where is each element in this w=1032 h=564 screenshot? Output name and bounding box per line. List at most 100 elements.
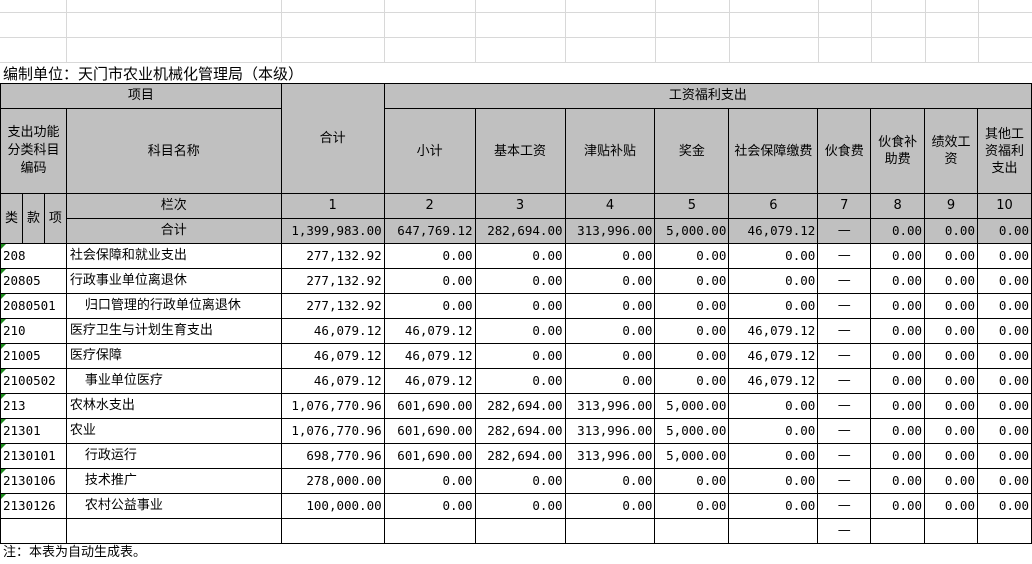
row-value[interactable]: 601,690.00 bbox=[383, 418, 476, 444]
row-value[interactable]: 0.00 bbox=[976, 268, 1032, 294]
row-code[interactable]: 210 bbox=[0, 318, 67, 344]
row-value[interactable]: 0.00 bbox=[976, 293, 1032, 319]
row-value[interactable]: 0.00 bbox=[870, 493, 926, 519]
row-value[interactable]: 0.00 bbox=[924, 393, 978, 419]
row-value[interactable]: 0.00 bbox=[924, 268, 978, 294]
row-value[interactable]: — bbox=[817, 393, 872, 419]
row-code[interactable]: 2130106 bbox=[0, 468, 67, 494]
row-value[interactable]: 0.00 bbox=[870, 243, 926, 269]
row-value[interactable]: — bbox=[817, 268, 872, 294]
row-subject-name[interactable]: 社会保障和就业支出 bbox=[65, 243, 282, 269]
row-value[interactable]: 0.00 bbox=[870, 393, 926, 419]
row-value[interactable]: 1,076,770.96 bbox=[280, 418, 385, 444]
row-value[interactable]: 601,690.00 bbox=[383, 393, 476, 419]
row-value[interactable] bbox=[564, 518, 656, 544]
row-value[interactable]: 5,000.00 bbox=[654, 418, 730, 444]
row-value[interactable]: 0.00 bbox=[870, 468, 926, 494]
row-code[interactable]: 213 bbox=[0, 393, 67, 419]
row-value[interactable]: 0.00 bbox=[564, 243, 656, 269]
row-value[interactable]: 0.00 bbox=[474, 268, 566, 294]
row-value[interactable]: 0.00 bbox=[870, 293, 926, 319]
row-value[interactable]: 0.00 bbox=[870, 343, 926, 369]
row-value[interactable]: — bbox=[817, 418, 872, 444]
row-value[interactable]: 0.00 bbox=[474, 368, 566, 394]
row-value[interactable]: 0.00 bbox=[870, 268, 926, 294]
row-value[interactable]: 0.00 bbox=[474, 493, 566, 519]
row-value[interactable]: 277,132.92 bbox=[280, 293, 385, 319]
row-code[interactable]: 20805 bbox=[0, 268, 67, 294]
row-value[interactable] bbox=[976, 518, 1032, 544]
row-value[interactable]: 0.00 bbox=[924, 318, 978, 344]
row-value[interactable]: 313,996.00 bbox=[564, 393, 656, 419]
row-value[interactable]: 46,079.12 bbox=[383, 368, 476, 394]
row-value[interactable]: 0.00 bbox=[728, 443, 819, 469]
row-value[interactable]: 0.00 bbox=[564, 368, 656, 394]
row-value[interactable]: — bbox=[817, 493, 872, 519]
row-value[interactable]: 0.00 bbox=[564, 293, 656, 319]
row-value[interactable]: — bbox=[817, 518, 872, 544]
row-value[interactable]: 0.00 bbox=[654, 343, 730, 369]
row-code[interactable]: 2100502 bbox=[0, 368, 67, 394]
row-subject-name[interactable]: 农林水支出 bbox=[65, 393, 282, 419]
row-value[interactable]: 46,079.12 bbox=[728, 318, 819, 344]
row-value[interactable]: 0.00 bbox=[383, 243, 476, 269]
row-code[interactable] bbox=[0, 518, 67, 544]
row-value[interactable] bbox=[870, 518, 926, 544]
row-value[interactable]: — bbox=[817, 318, 872, 344]
row-value[interactable]: 0.00 bbox=[924, 343, 978, 369]
row-value[interactable]: 46,079.12 bbox=[728, 368, 819, 394]
row-value[interactable]: 0.00 bbox=[654, 318, 730, 344]
row-value[interactable]: 0.00 bbox=[728, 293, 819, 319]
row-value[interactable]: 0.00 bbox=[654, 368, 730, 394]
row-value[interactable]: 0.00 bbox=[976, 318, 1032, 344]
row-code[interactable]: 208 bbox=[0, 243, 67, 269]
row-subject-name[interactable] bbox=[65, 518, 282, 544]
row-subject-name[interactable]: 事业单位医疗 bbox=[65, 368, 282, 394]
row-value[interactable]: 0.00 bbox=[870, 443, 926, 469]
row-value[interactable]: 0.00 bbox=[383, 268, 476, 294]
row-value[interactable]: 0.00 bbox=[976, 343, 1032, 369]
row-subject-name[interactable]: 农业 bbox=[65, 418, 282, 444]
row-value[interactable]: 282,694.00 bbox=[474, 418, 566, 444]
row-value[interactable]: 0.00 bbox=[728, 493, 819, 519]
row-value[interactable]: 46,079.12 bbox=[383, 343, 476, 369]
row-value[interactable]: 0.00 bbox=[728, 243, 819, 269]
row-value[interactable]: 0.00 bbox=[474, 318, 566, 344]
row-value[interactable]: 313,996.00 bbox=[564, 443, 656, 469]
row-value[interactable]: 0.00 bbox=[564, 343, 656, 369]
row-value[interactable]: 0.00 bbox=[924, 418, 978, 444]
row-value[interactable]: 46,079.12 bbox=[280, 368, 385, 394]
row-value[interactable]: 0.00 bbox=[976, 418, 1032, 444]
row-value[interactable]: 277,132.92 bbox=[280, 268, 385, 294]
row-value[interactable] bbox=[280, 518, 385, 544]
row-value[interactable]: 0.00 bbox=[976, 493, 1032, 519]
row-value[interactable]: 0.00 bbox=[976, 468, 1032, 494]
row-value[interactable]: 0.00 bbox=[474, 293, 566, 319]
row-value[interactable]: 46,079.12 bbox=[280, 318, 385, 344]
row-code[interactable]: 2130126 bbox=[0, 493, 67, 519]
row-value[interactable]: — bbox=[817, 293, 872, 319]
row-value[interactable]: 0.00 bbox=[564, 493, 656, 519]
row-value[interactable]: 0.00 bbox=[976, 443, 1032, 469]
row-value[interactable]: 313,996.00 bbox=[564, 418, 656, 444]
row-value[interactable]: 0.00 bbox=[564, 318, 656, 344]
row-value[interactable]: 46,079.12 bbox=[383, 318, 476, 344]
row-value[interactable]: 0.00 bbox=[654, 293, 730, 319]
row-value[interactable]: 0.00 bbox=[564, 268, 656, 294]
row-value[interactable]: 698,770.96 bbox=[280, 443, 385, 469]
row-value[interactable]: 0.00 bbox=[728, 393, 819, 419]
row-value[interactable]: — bbox=[817, 468, 872, 494]
row-value[interactable]: 0.00 bbox=[383, 468, 476, 494]
row-value[interactable]: 0.00 bbox=[870, 418, 926, 444]
row-subject-name[interactable]: 医疗卫生与计划生育支出 bbox=[65, 318, 282, 344]
row-value[interactable]: 0.00 bbox=[474, 343, 566, 369]
row-value[interactable]: — bbox=[817, 443, 872, 469]
row-value[interactable]: 0.00 bbox=[870, 368, 926, 394]
row-value[interactable]: — bbox=[817, 368, 872, 394]
row-value[interactable]: 282,694.00 bbox=[474, 443, 566, 469]
row-subject-name[interactable]: 农村公益事业 bbox=[65, 493, 282, 519]
row-value[interactable]: 0.00 bbox=[976, 368, 1032, 394]
row-value[interactable] bbox=[924, 518, 978, 544]
row-subject-name[interactable]: 行政运行 bbox=[65, 443, 282, 469]
row-value[interactable]: 5,000.00 bbox=[654, 443, 730, 469]
